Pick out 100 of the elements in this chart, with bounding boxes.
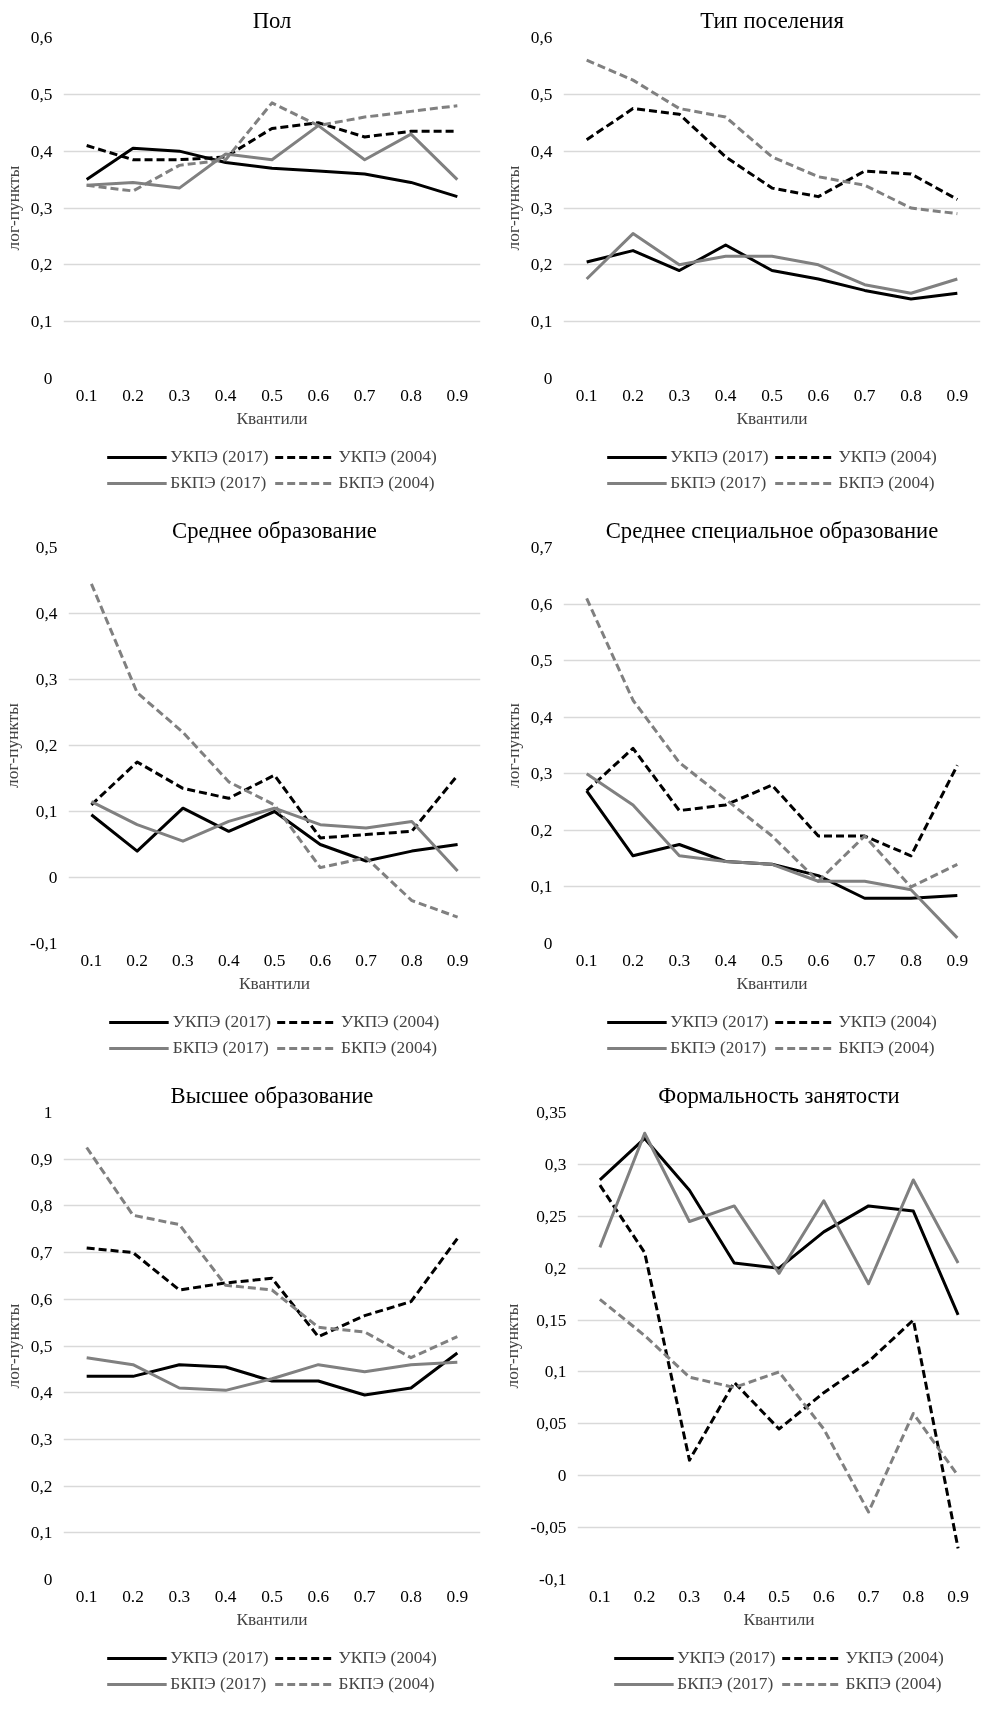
y-tick-label: 0,6 [530,28,553,47]
y-tick-label: 0,4 [30,1383,53,1403]
x-tick-label: 0.9 [446,1586,469,1606]
x-tick-label: 0.5 [761,950,783,970]
x-tick-label: 0.6 [309,950,332,970]
chart-title: Тип поселения [700,7,845,33]
y-axis-title: лог-пункты [3,702,23,788]
line-series [598,1136,960,1317]
y-tick-label: 0,4 [530,707,553,727]
x-tick-label: 0.4 [723,1586,746,1606]
x-axis-title: Квантили [238,973,311,993]
y-tick-label: 0,05 [536,1414,567,1434]
x-tick-label: 0.7 [853,385,876,405]
y-tick-label: 0,4 [35,604,58,623]
x-tick-label: 0.5 [263,950,286,970]
y-tick-label: 0,6 [30,1289,53,1309]
x-tick-label: 0.9 [446,385,469,405]
x-axis-title: Квантили [743,1609,815,1629]
y-tick-label: 0,7 [530,538,553,557]
y-tick-label: 0,2 [30,1476,53,1496]
x-tick-label: 0.6 [807,950,830,970]
y-tick-label: 0,25 [536,1206,567,1226]
x-tick-label: 0.2 [122,1586,144,1606]
y-tick-label: -0,05 [530,1518,567,1538]
legend-label: БКПЭ (2004) [838,473,935,493]
legend-label: БКПЭ (2004) [338,473,435,493]
line-series [585,232,959,295]
y-axis-title: лог-пункты [3,165,23,251]
x-tick-label: 0.1 [575,950,598,970]
x-tick-label: 0.7 [857,1586,880,1606]
y-tick-label: 0,7 [30,1243,53,1263]
x-tick-label: 0.6 [307,385,330,405]
y-tick-label: 1 [43,1103,53,1122]
x-tick-label: 0.1 [75,1586,98,1606]
legend-label: БКПЭ (2017) [677,1674,774,1694]
legend-label: УКПЭ (2017) [670,1012,769,1032]
legend-label: УКПЭ (2004) [838,1012,937,1032]
y-tick-label: 0,6 [30,28,53,47]
y-tick-label: 0,5 [530,84,553,104]
legend-label: БКПЭ (2017) [670,1038,767,1058]
y-tick-label: 0,3 [35,670,58,689]
x-tick-label: 0.3 [168,385,191,405]
legend-label: УКПЭ (2017) [170,447,269,467]
line-series [585,243,959,301]
chart-title: Среднее образование [172,517,377,543]
x-tick-label: 0.8 [900,385,922,405]
y-tick-label: 0,3 [30,198,53,218]
y-tick-label: 0,1 [30,1523,53,1543]
line-series [585,107,959,201]
y-tick-label: 0,2 [530,820,553,840]
legend-label: УКПЭ (2004) [838,447,937,467]
line-series [598,1183,960,1550]
x-tick-label: 0.8 [400,1586,422,1606]
legend-label: БКПЭ (2017) [170,473,267,493]
chart-title: Пол [252,7,292,33]
legend-label: УКПЭ (2017) [172,1012,271,1032]
x-tick-label: 0.3 [172,950,194,970]
line-series [598,1131,960,1286]
line-series [85,1146,459,1360]
x-tick-label: 0.1 [575,385,598,405]
legend-label: БКПЭ (2004) [338,1674,435,1694]
x-tick-label: 0.8 [902,1586,925,1606]
y-tick-label: 0,3 [530,764,553,784]
y-tick-label: 0,2 [35,736,58,755]
y-tick-label: 0,2 [530,255,553,275]
x-tick-label: 0.4 [214,1586,237,1606]
legend-label: УКПЭ (2017) [677,1648,776,1668]
x-axis-title: Квантили [236,1609,308,1629]
y-tick-label: 0,1 [530,877,553,897]
x-tick-label: 0.2 [122,385,144,405]
y-tick-label: 0,8 [30,1196,53,1216]
x-tick-label: 0.4 [714,950,737,970]
x-tick-label: 0.3 [668,385,691,405]
x-tick-label: 0.7 [353,1586,376,1606]
legend-label: БКПЭ (2017) [172,1038,269,1058]
x-tick-label: 0.4 [217,950,240,970]
y-tick-label: 0,2 [544,1258,567,1278]
legend-label: УКПЭ (2004) [341,1012,440,1032]
y-tick-label: 0,35 [536,1103,567,1122]
x-tick-label: 0.9 [946,385,969,405]
x-tick-label: 0.2 [633,1586,656,1606]
y-tick-label: 0,5 [30,84,53,104]
y-tick-label: -0,1 [539,1570,567,1589]
y-axis-title: лог-пункты [503,702,523,788]
chart-title: Среднее специальное образование [605,517,939,543]
y-tick-label: 0 [43,1570,53,1589]
x-tick-label: 0.3 [678,1586,701,1606]
legend-label: УКПЭ (2017) [170,1648,269,1668]
x-tick-label: 0.7 [853,950,876,970]
y-tick-label: 0 [543,934,553,953]
y-tick-label: 0,5 [30,1336,53,1356]
y-tick-label: 0,1 [544,1362,567,1382]
x-tick-label: 0.7 [353,385,376,405]
y-tick-label: 0,5 [35,538,58,557]
line-series [89,806,460,863]
legend-label: УКПЭ (2017) [670,447,769,467]
x-tick-label: 0.2 [126,950,149,970]
x-tick-label: 0.8 [900,950,922,970]
legend-label: БКПЭ (2004) [341,1038,437,1058]
line-series [85,1237,459,1339]
